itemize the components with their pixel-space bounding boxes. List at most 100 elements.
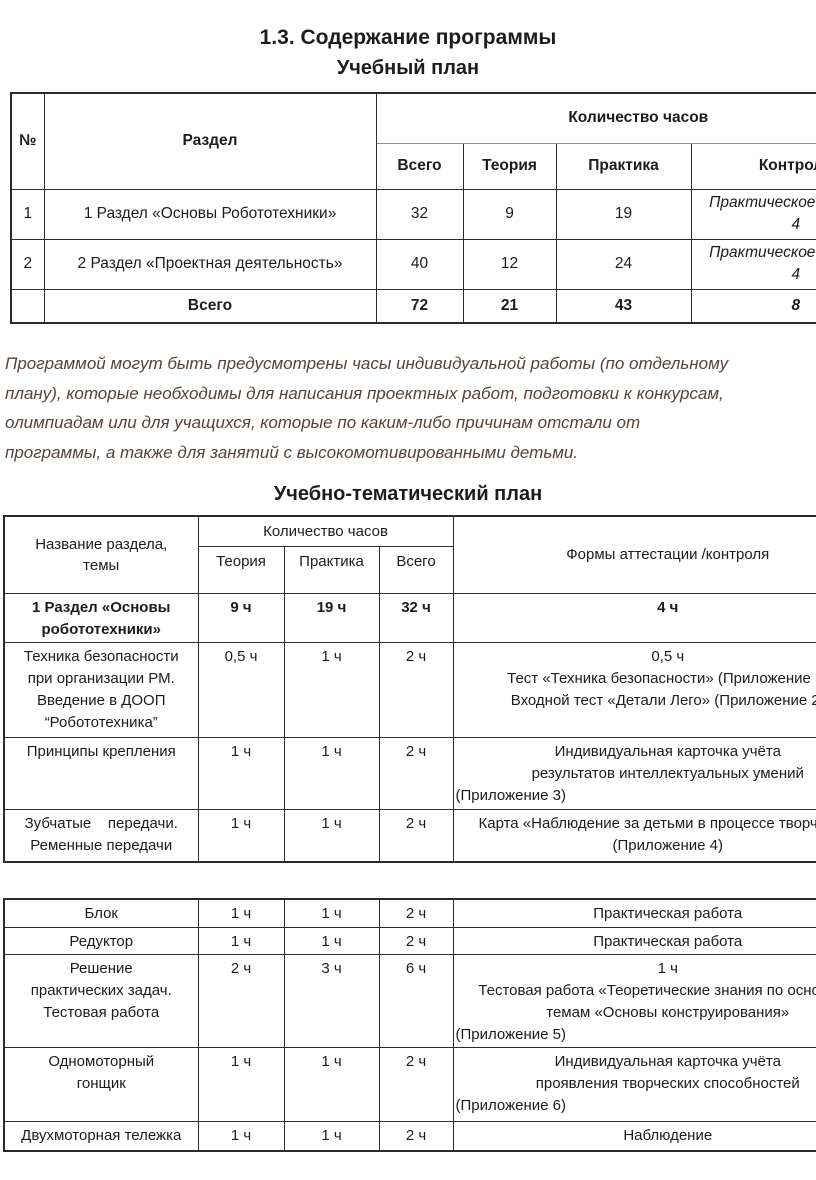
total-cell: 32 ч [378, 592, 454, 643]
study-plan-table: № Раздел Количество часов Всего Теория П… [10, 92, 816, 324]
thematic-plan-table-continued: Блок 1 ч 1 ч 2 ч Практическая работа Ред… [3, 898, 816, 1152]
forms-cell: Практическая работа [452, 898, 816, 928]
theory-cell: 2 ч [197, 953, 285, 1048]
col-header-section-name: Название раздела, темы [3, 515, 199, 594]
section-cell: 2 Раздел «Проектная деятельность» [43, 238, 377, 290]
practice-cell: 1 ч [283, 926, 380, 955]
table-header-row: Название раздела, темы Количество часов … [3, 515, 816, 594]
forms-left-text: (Приложение 5) [455, 1025, 566, 1043]
practice-cell: 1 ч [283, 641, 380, 738]
theory-cell: 1 ч [197, 898, 285, 928]
topic-cell: 1 Раздел «Основы робототехники» [3, 592, 199, 643]
control-cell: Практическое занятие 4 [690, 238, 816, 290]
theory-cell: 21 [462, 288, 557, 324]
table-row: Редуктор 1 ч 1 ч 2 ч Практическая работа [3, 926, 816, 955]
topic-cell: Одномоторный гонщик [3, 1046, 199, 1122]
theory-cell: 1 ч [197, 926, 285, 955]
theory-cell: 0,5 ч [197, 641, 285, 738]
forms-cell: 4 ч [452, 592, 816, 643]
num-cell: 1 [10, 188, 45, 240]
practice-cell: 1 ч [283, 898, 380, 928]
forms-center-text: Наблюдение [623, 1126, 713, 1144]
theory-cell: 1 ч [197, 736, 285, 810]
practice-cell: 1 ч [283, 808, 380, 863]
practice-cell: 24 [555, 238, 692, 290]
total-cell: 72 [375, 288, 464, 324]
forms-center-text: Индивидуальная карточка учёта проявления… [535, 1052, 800, 1092]
forms-cell: Индивидуальная карточка учёта результато… [452, 736, 816, 810]
total-cell: 2 ч [378, 641, 454, 738]
practice-cell: 1 ч [283, 1120, 380, 1152]
table-row: Решение практических задач. Тестовая раб… [3, 953, 816, 1048]
theory-cell: 1 ч [197, 808, 285, 863]
col-header-hours: Количество часов [197, 515, 454, 547]
section-cell: 1 Раздел «Основы Робототехники» [43, 188, 377, 240]
forms-cell: Индивидуальная карточка учёта проявления… [452, 1046, 816, 1122]
topic-cell: Техника безопасности при организации РМ.… [3, 641, 199, 738]
footer-label-cell: Всего [43, 288, 377, 324]
practice-cell: 43 [555, 288, 692, 324]
forms-center-text: Практическая работа [593, 905, 743, 922]
total-cell: 2 ч [378, 736, 454, 810]
forms-left-text: (Приложение 3) [455, 786, 566, 804]
table-row: Блок 1 ч 1 ч 2 ч Практическая работа [3, 898, 816, 928]
forms-cell: Наблюдение [452, 1120, 816, 1152]
forms-center-text: 1 ч Тестовая работа «Теоретические знани… [478, 959, 816, 1021]
table-row: 2 2 Раздел «Проектная деятельность» 40 1… [10, 238, 816, 290]
total-cell: 2 ч [378, 926, 454, 955]
forms-left-text: (Приложение 6) [455, 1096, 566, 1114]
forms-cell: Практическая работа [452, 926, 816, 955]
col-header-practice: Практика [283, 545, 380, 594]
num-cell [10, 288, 45, 324]
page-title: 1.3. Содержание программы [259, 26, 557, 49]
table-row: Техника безопасности при организации РМ.… [3, 641, 816, 738]
total-cell: 40 [375, 238, 464, 290]
col-header-practice: Практика [555, 142, 692, 190]
forms-center-text: Индивидуальная карточка учёта результато… [531, 742, 804, 782]
table-row: Одномоторный гонщик 1 ч 1 ч 2 ч Индивиду… [3, 1046, 816, 1122]
table-row: 1 Раздел «Основы робототехники» 9 ч 19 ч… [3, 592, 816, 643]
forms-center-text: 4 ч [657, 598, 679, 616]
practice-cell: 1 ч [283, 1046, 380, 1122]
total-cell: 2 ч [378, 898, 454, 928]
col-header-section: Раздел [43, 92, 377, 190]
table-row: Зубчатые передачи. Ременные передачи 1 ч… [3, 808, 816, 863]
practice-cell: 19 [555, 188, 692, 240]
total-cell: 6 ч [378, 953, 454, 1048]
total-cell: 2 ч [378, 808, 454, 863]
col-header-hours: Количество часов [375, 92, 816, 144]
table-header-row: № Раздел Количество часов [10, 92, 816, 190]
forms-center-text: Практическая работа [593, 932, 743, 950]
practice-cell: 1 ч [283, 736, 380, 810]
thematic-plan-table: Название раздела, темы Количество часов … [3, 515, 816, 863]
theory-cell: 9 ч [197, 592, 285, 643]
col-header-theory: Теория [462, 142, 557, 190]
program-note-paragraph: Программой могут быть предусмотрены часы… [5, 354, 729, 462]
col-header-num: № [10, 92, 45, 190]
section-title-thematic-plan: Учебно-тематический план [273, 483, 543, 505]
col-header-theory: Теория [197, 545, 285, 594]
total-cell: 2 ч [378, 1046, 454, 1122]
forms-cell: 1 ч Тестовая работа «Теоретические знани… [452, 953, 816, 1048]
col-header-total: Всего [375, 142, 464, 190]
practice-cell: 19 ч [283, 592, 380, 643]
theory-cell: 12 [462, 238, 557, 290]
table-row: Принципы крепления 1 ч 1 ч 2 ч Индивидуа… [3, 736, 816, 810]
theory-cell: 1 ч [197, 1046, 285, 1122]
topic-cell: Решение практических задач. Тестовая раб… [3, 953, 199, 1048]
table-footer-row: Всего 72 21 43 8 [10, 288, 816, 324]
control-cell: Практическое занятие 4 [690, 188, 816, 240]
total-cell: 32 [375, 188, 464, 240]
table-row: 1 1 Раздел «Основы Робототехники» 32 9 1… [10, 188, 816, 240]
control-cell: 8 [690, 288, 816, 324]
topic-cell: Блок [3, 898, 199, 928]
forms-center-text: 0,5 ч Тест «Техника безопасности» (Прило… [507, 647, 816, 709]
total-cell: 2 ч [378, 1120, 454, 1152]
forms-cell: 0,5 ч Тест «Техника безопасности» (Прило… [452, 641, 816, 738]
topic-cell: Зубчатые передачи. Ременные передачи [3, 808, 199, 863]
col-header-control: Контроль [690, 142, 816, 190]
forms-cell: Карта «Наблюдение за детьми в процессе т… [452, 808, 816, 863]
section-title-study-plan: Учебный план [336, 57, 480, 79]
theory-cell: 1 ч [197, 1120, 285, 1152]
theory-cell: 9 [462, 188, 557, 240]
